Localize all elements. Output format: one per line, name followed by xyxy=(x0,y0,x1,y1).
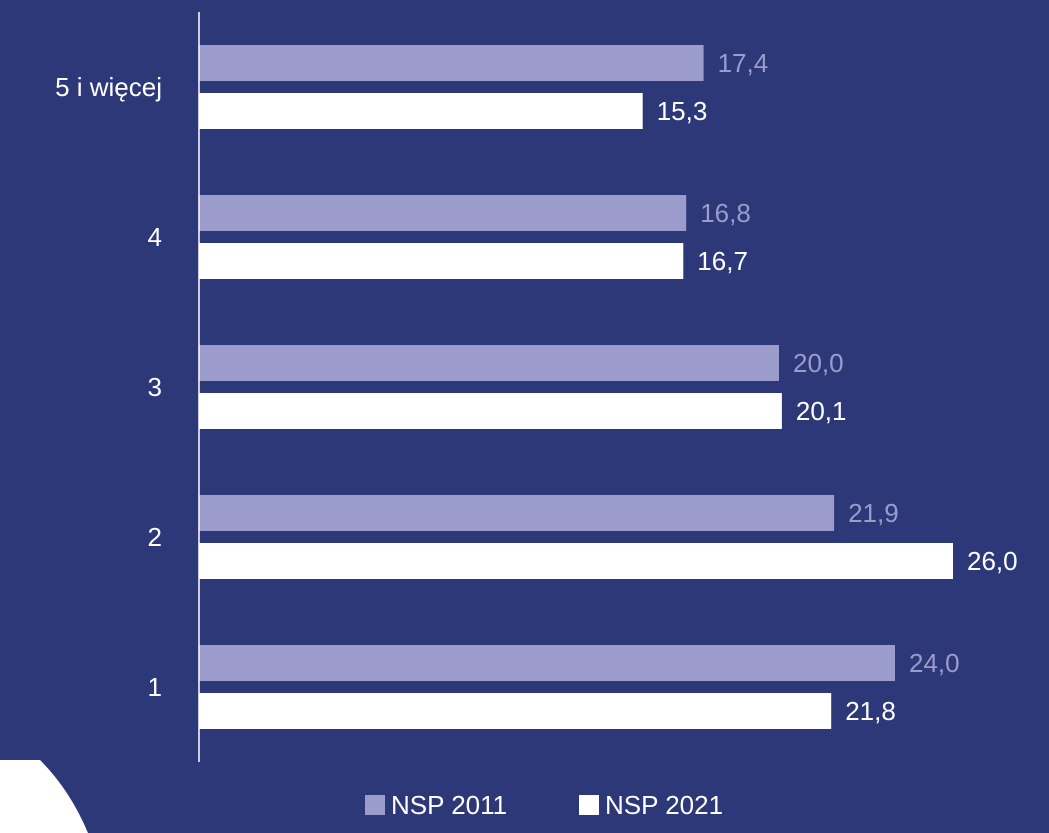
value-label: 24,0 xyxy=(909,648,960,678)
legend-label-nsp-2011: NSP 2011 xyxy=(391,790,507,820)
bar-nsp-2021 xyxy=(199,243,684,279)
bar-nsp-2021 xyxy=(199,393,782,429)
bar-nsp-2011 xyxy=(199,645,895,681)
value-label: 21,8 xyxy=(845,696,896,726)
bar-nsp-2011 xyxy=(199,45,704,81)
bar-nsp-2021 xyxy=(199,93,643,129)
category-label: 4 xyxy=(148,222,162,252)
value-label: 21,9 xyxy=(848,498,899,528)
corner-decoration xyxy=(0,760,88,833)
bar-nsp-2021 xyxy=(199,693,832,729)
value-label: 20,1 xyxy=(796,396,847,426)
category-label: 2 xyxy=(148,522,162,552)
bars-layer xyxy=(199,45,953,729)
value-label: 17,4 xyxy=(718,48,769,78)
value-label: 16,7 xyxy=(697,246,748,276)
value-label: 26,0 xyxy=(967,546,1018,576)
legend-label-nsp-2021: NSP 2021 xyxy=(605,790,723,820)
legend: NSP 2011 NSP 2021 xyxy=(365,790,723,820)
value-label: 20,0 xyxy=(793,348,844,378)
bar-nsp-2021 xyxy=(199,543,953,579)
bar-nsp-2011 xyxy=(199,495,835,531)
legend-swatch-nsp-2011 xyxy=(365,795,385,815)
category-label: 3 xyxy=(148,372,162,402)
bar-nsp-2011 xyxy=(199,345,779,381)
category-label: 5 i więcej xyxy=(55,72,162,102)
legend-swatch-nsp-2021 xyxy=(579,795,599,815)
bar-nsp-2011 xyxy=(199,195,687,231)
value-label: 16,8 xyxy=(700,198,751,228)
category-label: 1 xyxy=(148,672,162,702)
value-label: 15,3 xyxy=(657,96,708,126)
labels-layer: 5 i więcej 17,4 15,3 4 16,8 16,7 3 20,0 20,1 2 21,… xyxy=(55,48,1018,726)
